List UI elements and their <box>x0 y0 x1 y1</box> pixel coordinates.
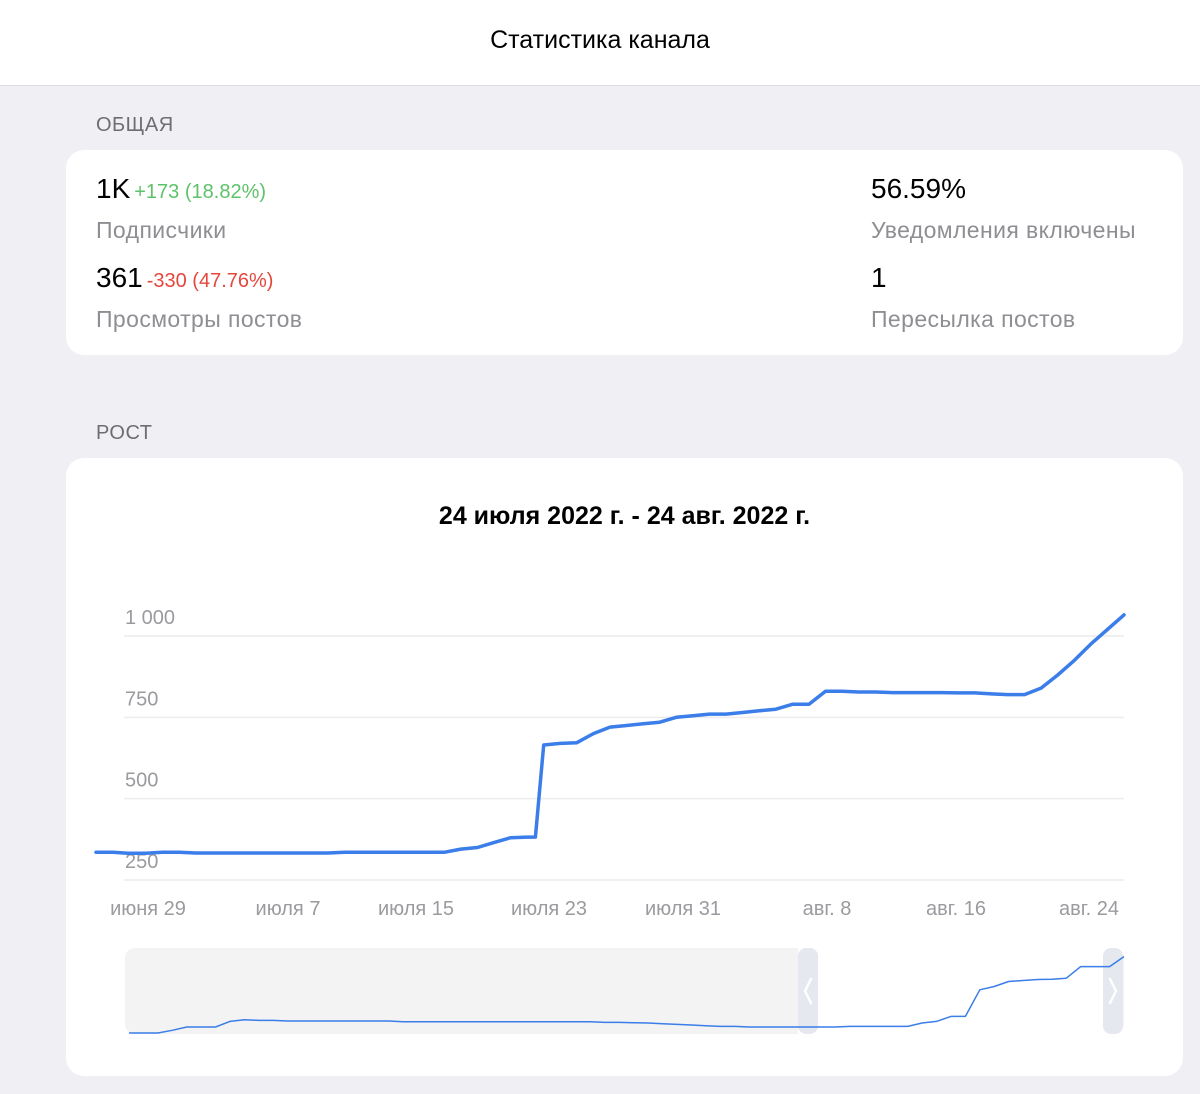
subscribers-label: Подписчики <box>96 217 227 243</box>
views-value: 361 <box>96 262 143 293</box>
top-bar: Статистика канала <box>0 0 1200 86</box>
subscribers-delta: +173 (18.82%) <box>134 181 267 203</box>
x-tick-label: июля 23 <box>511 898 587 920</box>
section-label-growth: РОСТ <box>96 422 153 444</box>
y-tick-label: 1 000 <box>125 607 175 629</box>
stat-shares: 1 Пересылка постов <box>871 262 1076 333</box>
x-tick-label: июля 31 <box>645 898 721 920</box>
stat-views: 361 -330 (47.76%) Просмотры постов <box>96 262 302 333</box>
notifications-label: Уведомления включены <box>871 217 1136 243</box>
x-tick-label: июня 29 <box>110 898 186 920</box>
stat-notifications: 56.59% Уведомления включены <box>871 173 1136 244</box>
x-tick-label: авг. 8 <box>803 898 852 920</box>
y-tick-label: 250 <box>125 851 158 873</box>
growth-card: 24 июля 2022 г. - 24 авг. 2022 г. 250 500… <box>66 458 1183 1076</box>
chevron-right-icon <box>1108 977 1118 1005</box>
x-tick-label: июля 7 <box>256 898 321 920</box>
views-delta: -330 (47.76%) <box>146 270 274 292</box>
y-tick-label: 500 <box>125 770 158 792</box>
stat-subscribers: 1K +173 (18.82%) Подписчики <box>96 173 266 244</box>
navigator-line <box>129 955 1125 1034</box>
subscribers-value: 1K <box>96 173 131 204</box>
x-tick-label: июля 15 <box>378 898 454 920</box>
x-tick-label: авг. 24 <box>1059 898 1119 920</box>
overview-card: 1K +173 (18.82%) Подписчики 56.59% Уведом… <box>66 150 1183 355</box>
chevron-left-icon <box>803 977 813 1005</box>
shares-value: 1 <box>871 262 887 293</box>
x-tick-label: авг. 16 <box>926 898 986 920</box>
navigator-handle-right[interactable] <box>1103 948 1123 1034</box>
navigator-window[interactable] <box>798 948 1123 1034</box>
views-label: Просмотры постов <box>96 306 303 332</box>
page-title: Статистика канала <box>490 26 710 54</box>
navigator-handle-left[interactable] <box>798 948 818 1034</box>
shares-label: Пересылка постов <box>871 306 1076 332</box>
series-line <box>94 613 1126 856</box>
section-label-overview: ОБЩАЯ <box>96 114 174 136</box>
y-tick-label: 750 <box>125 688 158 710</box>
chart-title: 24 июля 2022 г. - 24 авг. 2022 г. <box>438 502 811 530</box>
growth-chart[interactable]: 250 500 750 1 000 июня 29 июля 7 июля 15 июля 2… <box>66 458 1183 1076</box>
notifications-value: 56.59% <box>871 173 966 204</box>
